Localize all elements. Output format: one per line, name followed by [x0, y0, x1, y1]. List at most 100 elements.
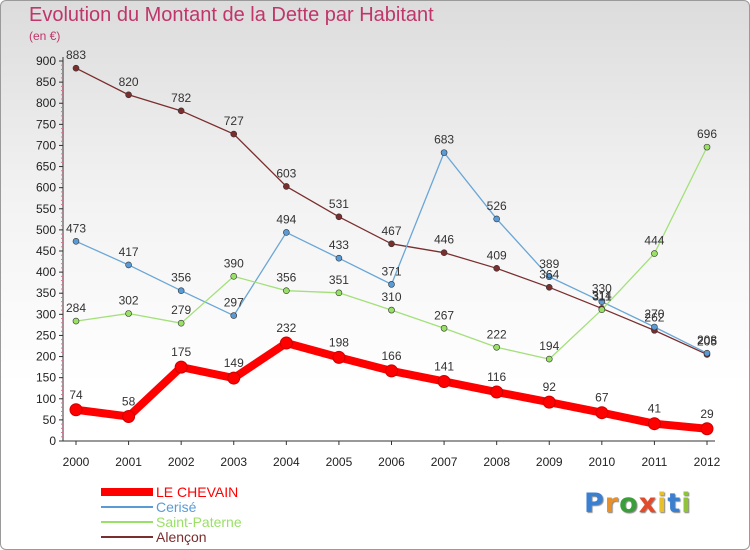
- y-tick-label: 450: [36, 244, 56, 258]
- y-tick-label: 800: [36, 96, 56, 110]
- data-label: 364: [539, 267, 559, 281]
- data-label: 198: [329, 335, 349, 349]
- series-point: [72, 317, 80, 325]
- series-point: [72, 64, 80, 72]
- series-point: [545, 273, 553, 281]
- series-point: [230, 273, 238, 280]
- x-tick-label: 2000: [63, 455, 90, 469]
- legend-label: LE CHEVAIN: [156, 484, 239, 500]
- series-point: [493, 265, 500, 272]
- series-point: [388, 281, 395, 288]
- x-tick-label: 2001: [115, 455, 142, 469]
- series-point: [230, 312, 238, 319]
- series-point: [69, 403, 83, 417]
- data-label: 279: [171, 303, 191, 317]
- logo-letter: P: [584, 488, 605, 519]
- series-point: [651, 323, 658, 331]
- series-point: [227, 371, 241, 385]
- chart-unit-label: (en €): [29, 29, 61, 43]
- x-tick-label: 2007: [431, 455, 458, 469]
- series-point: [125, 91, 132, 99]
- series-point: [437, 374, 451, 388]
- series-point: [651, 250, 658, 257]
- series-point: [542, 395, 556, 409]
- data-label: 141: [434, 359, 454, 373]
- data-label: 311: [592, 290, 611, 304]
- data-label: 603: [276, 166, 296, 180]
- x-tick-label: 2008: [483, 455, 510, 469]
- data-label: 297: [224, 296, 244, 310]
- legend-swatch: [101, 506, 153, 508]
- data-label: 310: [381, 290, 401, 304]
- logo-letter: o: [619, 488, 639, 519]
- data-label: 149: [224, 356, 244, 370]
- legend-swatch: [101, 488, 153, 496]
- data-label: 446: [434, 233, 454, 247]
- data-label: 67: [595, 391, 609, 405]
- data-label: 390: [224, 256, 244, 270]
- data-label: 284: [66, 301, 86, 315]
- data-label: 696: [697, 127, 717, 141]
- x-tick-label: 2011: [642, 455, 668, 469]
- series-line: [75, 146, 708, 360]
- y-tick-label: 500: [36, 223, 56, 237]
- y-tick-label: 250: [36, 328, 56, 342]
- x-tick-label: 2012: [694, 455, 721, 469]
- data-label: 351: [329, 273, 349, 287]
- data-label: 782: [171, 91, 191, 105]
- series-point: [388, 306, 395, 314]
- data-label: 417: [119, 245, 139, 259]
- series-group: [69, 64, 714, 436]
- data-label: 467: [381, 224, 401, 238]
- data-label: 314: [592, 288, 612, 302]
- y-tick-label: 750: [36, 117, 56, 131]
- data-label: 166: [381, 349, 401, 363]
- data-label: 683: [434, 133, 454, 147]
- data-label: 330: [592, 282, 612, 296]
- legend-swatch: [101, 536, 153, 538]
- legend-label: Alençon: [156, 529, 207, 545]
- series-point: [283, 183, 290, 190]
- series-point: [703, 143, 711, 151]
- series-point: [493, 215, 500, 223]
- series-point: [177, 107, 185, 115]
- y-tick-label: 350: [36, 286, 56, 300]
- data-label: 267: [434, 308, 454, 322]
- series-point: [703, 349, 711, 357]
- series-point: [700, 422, 714, 436]
- y-tick-label: 900: [36, 54, 56, 68]
- data-label: 356: [276, 271, 296, 285]
- series-point: [72, 237, 80, 245]
- data-label: 526: [487, 199, 507, 213]
- data-label: 433: [329, 238, 349, 252]
- data-labels: 883 820 782 727 603 531 467 446 409 364 314 262 205 4…: [66, 48, 717, 421]
- data-label: 92: [543, 380, 557, 394]
- x-tick-label: 2006: [378, 455, 405, 469]
- data-label: 270: [644, 307, 664, 321]
- data-label: 302: [119, 293, 139, 307]
- series-point: [177, 319, 185, 327]
- series-point: [545, 355, 553, 363]
- data-label: 409: [487, 248, 507, 262]
- series-point: [230, 130, 238, 138]
- series-point: [440, 249, 448, 256]
- series-point: [335, 213, 343, 221]
- y-tick-label: 550: [36, 202, 56, 216]
- logo-letter: r: [604, 488, 620, 519]
- data-label: 205: [697, 334, 717, 348]
- data-label: 29: [700, 407, 714, 421]
- y-tick-label: 600: [36, 181, 56, 195]
- logo-letter: x: [638, 488, 658, 519]
- x-tick-label: 2004: [273, 455, 300, 469]
- y-tick-label: 400: [36, 265, 56, 279]
- y-tick-label: 100: [36, 392, 56, 406]
- series-point: [493, 343, 500, 351]
- legend-label: Cerisé: [156, 499, 197, 515]
- series-point: [335, 289, 343, 297]
- y-tick-label: 50: [43, 413, 57, 427]
- data-label: 883: [66, 48, 86, 62]
- series-point: [335, 254, 343, 262]
- y-tick-label: 0: [49, 434, 56, 448]
- series-point: [125, 261, 132, 269]
